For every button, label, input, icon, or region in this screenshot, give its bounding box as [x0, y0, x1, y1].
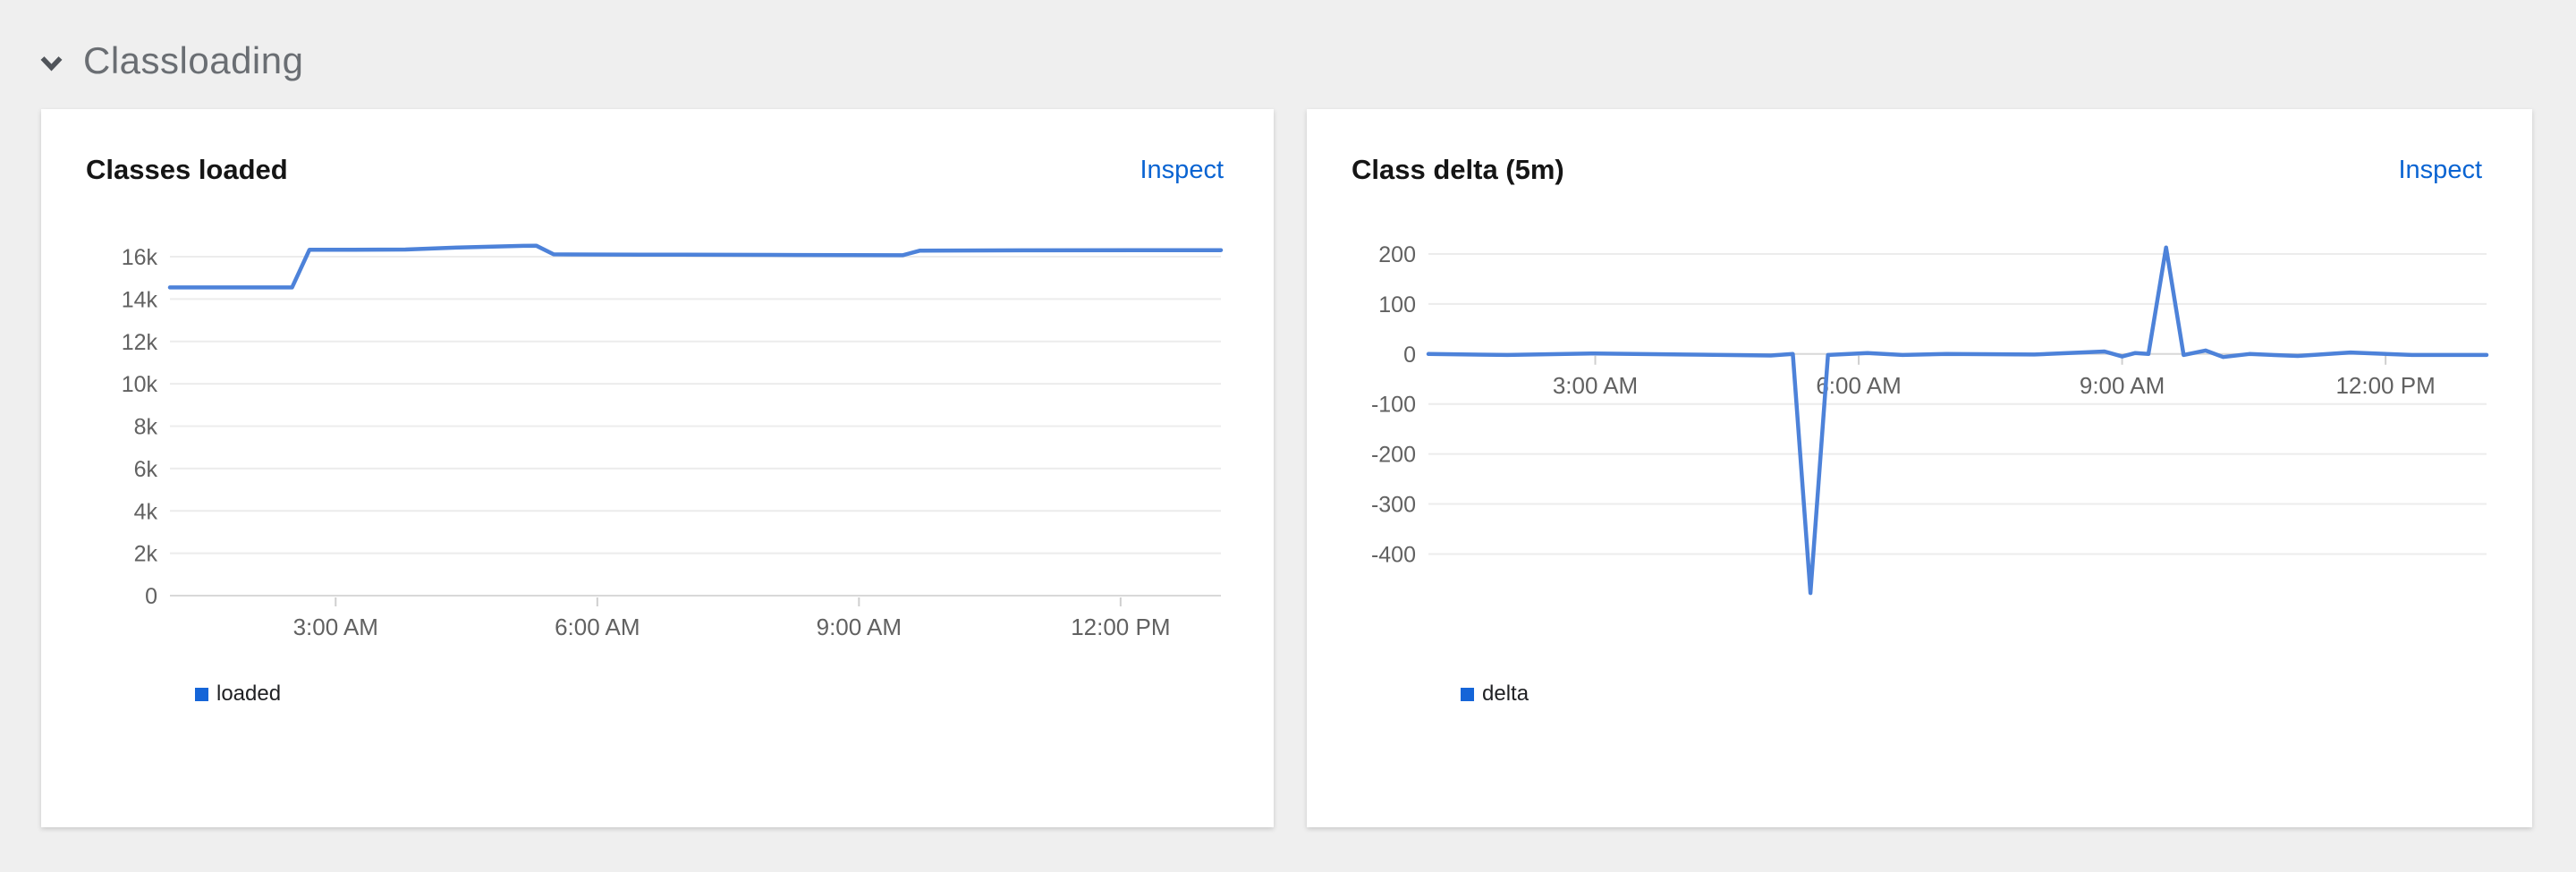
legend-swatch: [1461, 687, 1474, 701]
svg-text:9:00 AM: 9:00 AM: [2080, 372, 2165, 399]
svg-text:6:00 AM: 6:00 AM: [555, 614, 640, 640]
svg-text:0: 0: [1403, 343, 1416, 368]
svg-text:9:00 AM: 9:00 AM: [817, 614, 902, 640]
card-title: Class delta (5m): [1352, 154, 1564, 185]
legend-label: loaded: [216, 682, 282, 706]
svg-text:-100: -100: [1371, 393, 1416, 418]
svg-text:100: 100: [1378, 292, 1416, 317]
svg-text:12k: 12k: [122, 330, 158, 355]
svg-text:14k: 14k: [122, 287, 158, 312]
classes-loaded-line-chart: 16k 14k 12k 10k 8k 6k 4k 2k 0 3:00 AM 6:00 AM 9:00 …: [122, 243, 1224, 640]
svg-text:-400: -400: [1371, 542, 1416, 567]
svg-text:3:00 AM: 3:00 AM: [1553, 372, 1638, 399]
inspect-link[interactable]: Inspect: [2398, 156, 2483, 184]
svg-text:2k: 2k: [134, 542, 158, 567]
svg-text:6:00 AM: 6:00 AM: [1816, 372, 1901, 399]
chart-legend: loaded: [195, 682, 281, 707]
svg-text:8k: 8k: [134, 415, 158, 440]
legend-label: delta: [1482, 682, 1530, 706]
chart-card-class-delta: 200 100 0 -100 -200 -300 -400 3:00 AM 6:00 AM 9:0…: [1307, 109, 2532, 827]
svg-text:12:00 PM: 12:00 PM: [2335, 372, 2435, 399]
svg-text:200: 200: [1378, 242, 1416, 267]
svg-text:16k: 16k: [122, 245, 158, 270]
section-title: Classloading: [83, 39, 304, 81]
svg-text:-300: -300: [1371, 493, 1416, 518]
legend-swatch: [195, 687, 208, 701]
class-delta-line-chart: 200 100 0 -100 -200 -300 -400 3:00 AM 6:00 AM 9:0…: [1371, 242, 2489, 596]
svg-text:10k: 10k: [122, 372, 158, 397]
svg-text:3:00 AM: 3:00 AM: [293, 614, 378, 640]
svg-text:4k: 4k: [134, 499, 158, 524]
svg-text:-200: -200: [1371, 443, 1416, 468]
inspect-link[interactable]: Inspect: [1140, 156, 1224, 184]
card-title: Classes loaded: [86, 154, 288, 185]
svg-text:12:00 PM: 12:00 PM: [1071, 614, 1170, 640]
chart-card-classes-loaded: 16k 14k 12k 10k 8k 6k 4k 2k 0 3:00 AM 6:00 AM 9:00 …: [41, 109, 1274, 827]
chevron-down-icon[interactable]: [39, 55, 64, 72]
section-header: Classloading: [39, 39, 303, 82]
svg-text:0: 0: [145, 584, 157, 609]
svg-text:6k: 6k: [134, 457, 158, 482]
chart-legend: delta: [1461, 682, 1529, 707]
